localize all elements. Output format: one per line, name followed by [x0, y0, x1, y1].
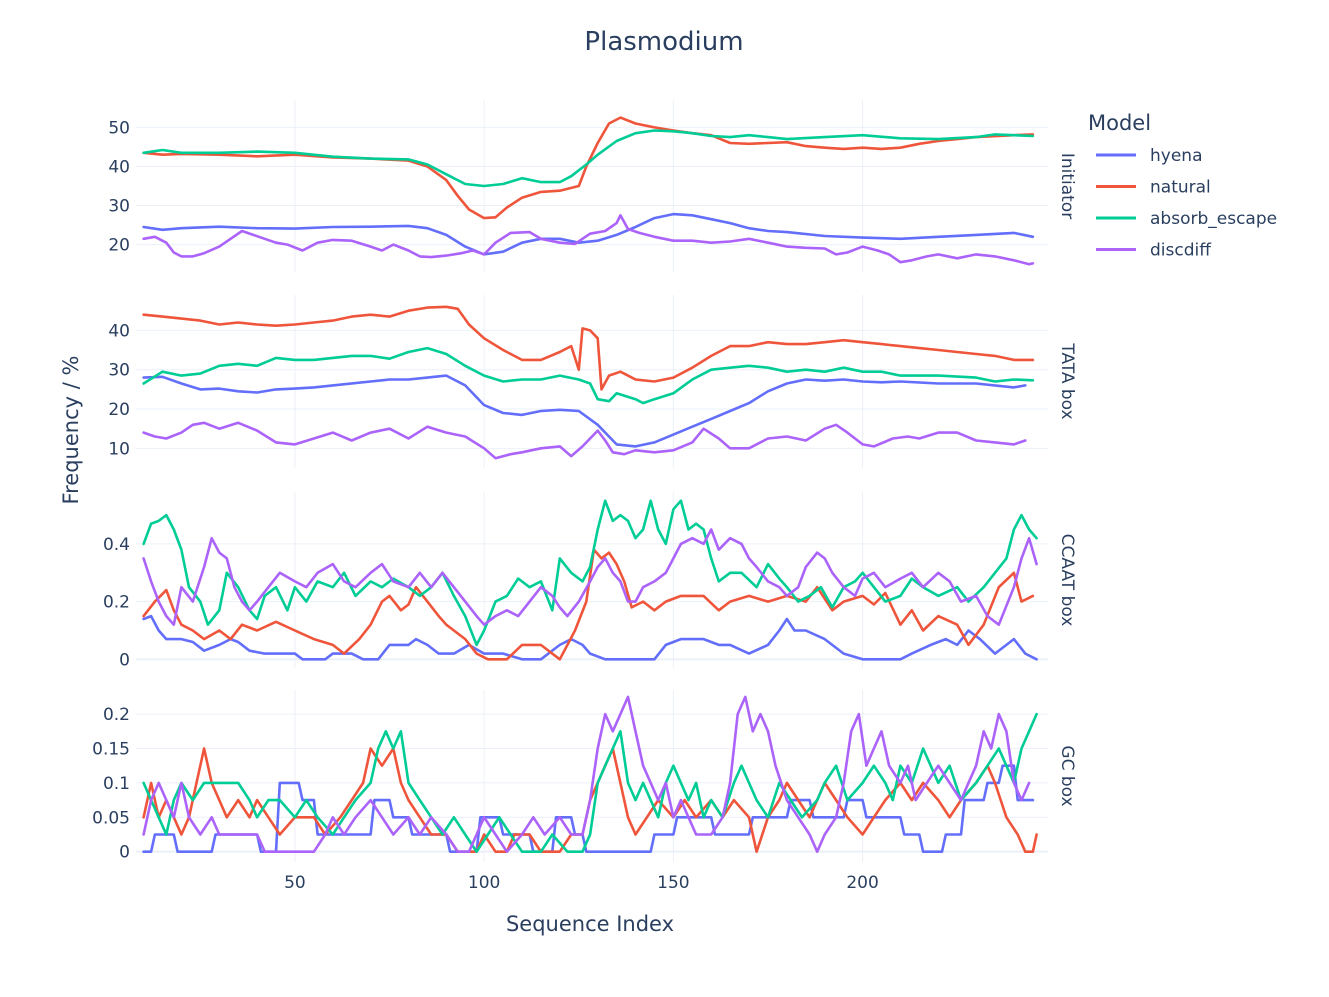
y-tick-label: 0: [119, 843, 130, 863]
legend-item-hyena[interactable]: hyena: [1096, 146, 1203, 166]
y-tick-label: 40: [108, 321, 130, 341]
series-line-natural-initiator: [142, 116, 1035, 220]
facet-label-initiator: Initiator: [1057, 153, 1077, 219]
panel-tata-box: 10 20 30 40 TATA box: [108, 295, 1077, 468]
legend-item-absorb_escape[interactable]: absorb_escape: [1096, 209, 1277, 229]
y-tick-label: 0.2: [103, 705, 130, 725]
y-tick-label: 30: [108, 361, 130, 381]
y-tick-label: 0.05: [92, 808, 130, 828]
legend-title: Model: [1088, 111, 1151, 135]
facet-label-ccaat-box: CCAAT box: [1057, 534, 1077, 627]
series-line-absorb_escape-gc-box: [142, 712, 1038, 853]
panel-initiator: 20 30 40 50 Initiator: [108, 100, 1077, 272]
facet-label-tata-box: TATA box: [1057, 342, 1077, 419]
y-tick-label: 10: [108, 439, 130, 459]
y-tick-label: 0.4: [103, 535, 130, 555]
y-tick-label: 0.1: [103, 774, 130, 794]
facet-label-gc-box: GC box: [1057, 745, 1077, 806]
x-tick-label: 200: [846, 873, 878, 893]
series-line-natural-ccaat-box: [142, 548, 1035, 661]
series-line-absorb_escape-tata-box: [142, 346, 1035, 405]
y-tick-label: 20: [108, 400, 130, 420]
legend-label-discdiff: discdiff: [1150, 241, 1212, 261]
legend-label-hyena: hyena: [1150, 146, 1203, 166]
series-line-natural-tata-box: [142, 305, 1035, 391]
panel-ccaat-box: 0 0.2 0.4 CCAAT box: [103, 492, 1077, 670]
x-tick-label: 150: [657, 873, 689, 893]
y-axis-title: Frequency / %: [59, 356, 83, 505]
y-tick-label: 0: [119, 650, 130, 670]
x-tick-label: 50: [284, 873, 306, 893]
x-axis: 50 100 150 200: [284, 873, 879, 893]
series-line-hyena-tata-box: [142, 374, 1027, 448]
panel-gc-box: 0 0.05 0.1 0.15 0.2 GC box: [92, 690, 1077, 863]
series-line-absorb_escape-initiator: [142, 129, 1035, 188]
chart-panels: 20 30 40 50 Initiator 10 20 30 40 TATA box 0 0.2 0.4…: [92, 100, 1077, 863]
legend-label-natural: natural: [1150, 178, 1211, 198]
series-line-hyena-initiator: [142, 212, 1035, 256]
y-tick-label: 30: [108, 197, 130, 217]
y-tick-label: 50: [108, 118, 130, 138]
legend-label-absorb_escape: absorb_escape: [1150, 209, 1277, 229]
x-axis-title: Sequence Index: [506, 912, 674, 936]
y-tick-label: 0.2: [103, 593, 130, 613]
legend-item-discdiff[interactable]: discdiff: [1096, 241, 1212, 261]
series-line-discdiff-tata-box: [142, 421, 1027, 460]
legend-item-natural[interactable]: natural: [1096, 178, 1211, 198]
y-tick-label: 40: [108, 157, 130, 177]
y-tick-label: 0.15: [92, 739, 130, 759]
chart-title: Plasmodium: [584, 27, 743, 57]
legend: Model hyena natural absorb_escape discdiff: [1088, 111, 1277, 261]
y-tick-label: 20: [108, 236, 130, 256]
legend-items: hyena natural absorb_escape discdiff: [1096, 146, 1277, 261]
series-line-hyena-ccaat-box: [142, 614, 1038, 661]
series-line-hyena-gc-box: [142, 764, 1035, 853]
series-line-discdiff-gc-box: [142, 695, 1031, 853]
x-tick-label: 100: [468, 873, 500, 893]
series-line-discdiff-initiator: [142, 214, 1035, 266]
series-line-discdiff-ccaat-box: [142, 528, 1038, 626]
